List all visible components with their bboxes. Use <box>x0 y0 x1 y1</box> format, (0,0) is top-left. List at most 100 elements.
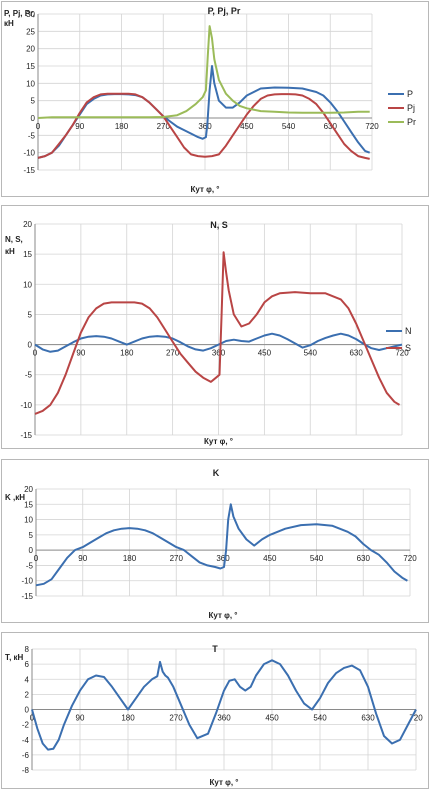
x-tick-label: 360 <box>217 714 231 723</box>
chart-title: T <box>212 644 218 654</box>
chart-title: K <box>213 468 220 478</box>
chart-n-s: -15 -10 -5 0 5 10 15 20 0 90 180 270 360 450 540 630 720… <box>5 220 412 446</box>
y-tick-label: -15 <box>20 431 32 440</box>
chart-panel-t: -8 -6 -4 -2 0 2 4 6 8 0 90 180 270 360 450 540 630 720 T Т,… <box>1 632 429 789</box>
x-tick-label: 0 <box>33 349 38 358</box>
x-tick-label: 540 <box>282 122 296 131</box>
x-tick-label: 90 <box>78 554 87 563</box>
chart-title: P, Pj, Pr <box>208 6 241 16</box>
legend-label-p: P <box>407 89 413 99</box>
x-tick-label: 180 <box>121 714 135 723</box>
y-tick-label: -5 <box>26 561 34 570</box>
y-tick-label: 10 <box>24 516 33 525</box>
x-tick-label: 360 <box>198 122 212 131</box>
series-line-s <box>34 251 401 415</box>
y-tick-label: 15 <box>26 62 35 71</box>
x-tick-label: 450 <box>258 349 272 358</box>
y-tick-label: 20 <box>26 45 35 54</box>
x-axis-label: Кут φ, ° <box>210 778 239 787</box>
legend-label-s: S <box>405 343 411 353</box>
y-tick-label: -10 <box>21 577 33 586</box>
y-tick-label: -5 <box>25 371 33 380</box>
series-line-pr <box>37 25 370 119</box>
y-tick-label: 5 <box>28 310 33 319</box>
x-tick-label: 90 <box>76 349 85 358</box>
x-tick-label: 540 <box>310 554 324 563</box>
x-axis-label: Кут φ, ° <box>204 437 233 446</box>
y-tick-label: 10 <box>26 79 35 88</box>
x-tick-label: 540 <box>313 714 327 723</box>
y-tick-label: 4 <box>25 675 30 684</box>
x-tick-label: 270 <box>170 554 184 563</box>
legend-label-pr: Pr <box>407 117 416 127</box>
x-tick-label: 360 <box>216 554 230 563</box>
x-tick-label: 630 <box>324 122 338 131</box>
x-tick-label: 0 <box>36 122 41 131</box>
y-tick-label: 0 <box>28 341 33 350</box>
y-tick-label: 20 <box>23 220 32 229</box>
x-axis-label: Кут φ, ° <box>209 611 238 620</box>
x-tick-label: 720 <box>365 122 379 131</box>
y-tick-label: -15 <box>23 166 35 175</box>
y-tick-label: -5 <box>28 131 36 140</box>
y-tick-label: 5 <box>31 97 36 106</box>
legend-label-pj: Pj <box>407 103 415 113</box>
y-tick-label: 2 <box>25 690 30 699</box>
chart-panel-k: -15 -10 -5 0 5 10 15 20 0 90 180 270 360 450 540 630 720… <box>1 459 429 623</box>
x-tick-label: 90 <box>75 122 84 131</box>
y-tick-label: 20 <box>24 485 33 494</box>
series-line-main <box>31 659 417 751</box>
x-tick-label: 450 <box>265 714 279 723</box>
x-tick-label: 180 <box>120 349 134 358</box>
y-axis-label: K ,кН <box>5 493 25 502</box>
x-tick-label: 0 <box>30 714 35 723</box>
series-line-p <box>37 65 371 159</box>
x-tick-label: 180 <box>123 554 137 563</box>
x-tick-label: 630 <box>349 349 363 358</box>
y-tick-label: -8 <box>22 766 30 775</box>
chart-panel-p-pj-pr: -15 -10 -5 0 5 10 15 20 25 30 0 90 180 270 360 450 540 63… <box>1 1 429 197</box>
y-tick-label: -10 <box>23 149 35 158</box>
x-tick-label: 360 <box>212 349 226 358</box>
y-tick-label: 10 <box>23 280 32 289</box>
y-tick-label: 15 <box>24 500 33 509</box>
y-tick-label: 15 <box>23 250 32 259</box>
legend-label-n: N <box>405 326 412 336</box>
x-tick-label: 0 <box>34 554 39 563</box>
y-tick-label: -6 <box>22 751 30 760</box>
x-tick-label: 630 <box>357 554 371 563</box>
x-tick-label: 720 <box>403 554 417 563</box>
y-tick-label: 0 <box>29 546 34 555</box>
x-tick-label: 450 <box>263 554 277 563</box>
series-line-main <box>35 503 408 587</box>
x-tick-label: 270 <box>166 349 180 358</box>
chart-panel-n-s: -15 -10 -5 0 5 10 15 20 0 90 180 270 360 450 540 630 720… <box>1 205 429 449</box>
y-tick-label: 30 <box>26 10 35 19</box>
y-tick-label: -2 <box>22 721 30 730</box>
series-line-pj <box>37 92 370 160</box>
y-tick-label: 8 <box>25 645 30 654</box>
y-tick-label: 0 <box>25 706 30 715</box>
x-tick-label: 90 <box>76 714 85 723</box>
y-tick-label: 6 <box>25 660 30 669</box>
x-tick-label: 720 <box>395 349 409 358</box>
series-line-n <box>34 332 403 353</box>
x-tick-label: 540 <box>304 349 318 358</box>
y-tick-label: -10 <box>20 401 32 410</box>
x-tick-label: 180 <box>115 122 129 131</box>
y-axis-label: Т, кН <box>5 653 24 662</box>
y-tick-label: 25 <box>26 27 35 36</box>
x-tick-label: 270 <box>157 122 171 131</box>
x-axis-label: Кут φ, ° <box>191 185 220 194</box>
chart-title: N, S <box>210 220 228 230</box>
y-tick-label: -15 <box>21 592 33 601</box>
x-tick-label: 720 <box>409 714 423 723</box>
x-tick-label: 450 <box>240 122 254 131</box>
y-axis-label: P, Pj, Pr, кН <box>4 9 35 28</box>
y-tick-label: -4 <box>22 736 30 745</box>
y-axis-label: N, S, кН <box>5 235 23 256</box>
x-tick-label: 270 <box>169 714 183 723</box>
